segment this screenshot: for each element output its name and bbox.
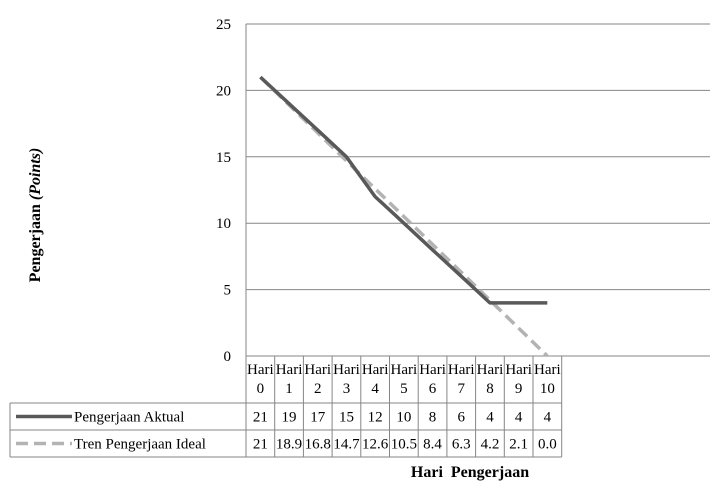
legend-label: Tren Pengerjaan Ideal — [74, 437, 206, 453]
table-value: 4 — [544, 410, 552, 426]
table-value: 19 — [282, 410, 297, 426]
table-value: 4 — [486, 410, 494, 426]
series-line-actual — [259, 75, 548, 305]
y-tick-label: 25 — [216, 17, 231, 33]
table-value: 17 — [310, 410, 326, 426]
y-tick-label: 0 — [224, 349, 232, 365]
series-line-ideal — [259, 75, 549, 358]
table-value: 8.4 — [423, 437, 442, 453]
x-category-label: Hari 1 — [276, 362, 303, 397]
legend-label: Pengerjaan Aktual — [74, 410, 184, 426]
table-value: 18.9 — [276, 437, 302, 453]
table-value: 21 — [253, 437, 268, 453]
y-axis-title: Pengerjaan (Points) — [27, 148, 44, 283]
y-axis-title-main: Pengerjaan — [27, 204, 44, 282]
table-value: 12.6 — [362, 437, 389, 453]
gridlines — [245, 23, 710, 357]
table-value: 4 — [515, 410, 523, 426]
table-value: 8 — [429, 410, 437, 426]
table-value: 0.0 — [538, 437, 557, 453]
table-value: 15 — [339, 410, 354, 426]
table-value: 21 — [253, 410, 268, 426]
y-tick-label: 15 — [216, 150, 231, 166]
y-tick-label: 10 — [216, 216, 231, 232]
table-value: 14.7 — [333, 437, 360, 453]
x-category-label: Hari 0 — [247, 362, 274, 397]
x-axis-title: Hari Pengerjaan — [411, 464, 529, 481]
table-value: 10 — [396, 410, 411, 426]
x-category-label: Hari 8 — [477, 362, 504, 397]
table-value: 4.2 — [481, 437, 500, 453]
x-category-label: Hari 4 — [362, 362, 389, 397]
table-value: 2.1 — [509, 437, 528, 453]
table-value: 6 — [458, 410, 466, 426]
table-value: 16.8 — [305, 437, 331, 453]
y-axis-title-unit: (Points) — [27, 148, 44, 200]
series-lines — [259, 75, 549, 358]
x-category-label: Hari 9 — [505, 362, 532, 397]
x-category-label: Hari 7 — [448, 362, 475, 397]
x-category-label: Hari 5 — [391, 362, 418, 397]
x-category-label: Hari 6 — [419, 362, 446, 397]
table-value: 6.3 — [452, 437, 471, 453]
y-tick-label: 5 — [224, 283, 232, 299]
y-tick-label: 20 — [216, 83, 231, 99]
table-value: 10.5 — [391, 437, 417, 453]
x-category-label: Hari 2 — [304, 362, 331, 397]
x-category-label: Hari 10 — [534, 362, 561, 397]
table-value: 12 — [368, 410, 383, 426]
x-category-label: Hari 3 — [333, 362, 360, 397]
y-axis-ticks: 0 5 10 15 20 25 — [216, 17, 231, 365]
